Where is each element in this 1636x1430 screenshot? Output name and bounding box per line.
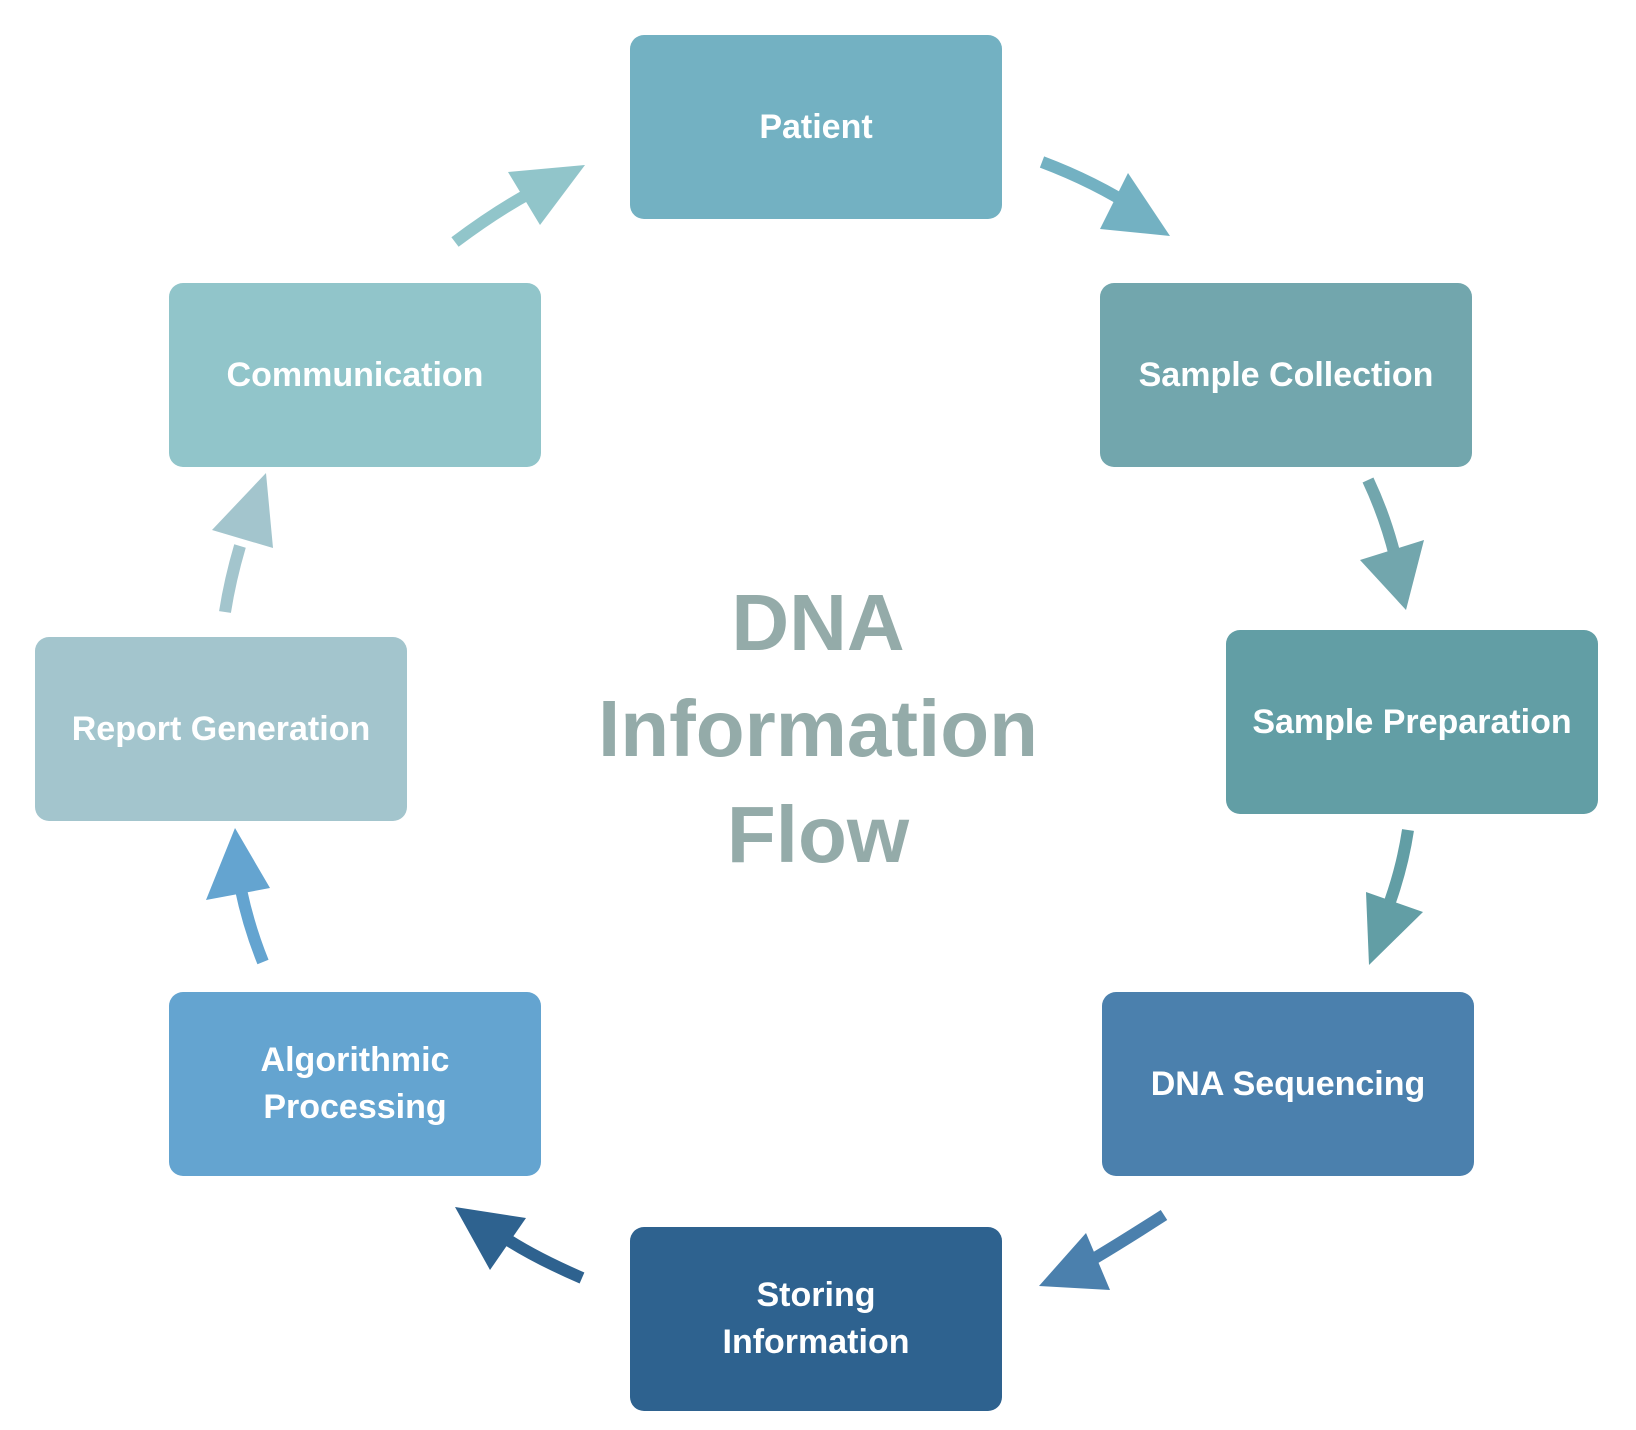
node-communication: Communication — [169, 283, 541, 467]
arrow-shaft — [1381, 829, 1414, 913]
node-label: DNA Sequencing — [1150, 1064, 1426, 1103]
arrow-head — [1360, 540, 1424, 610]
arrow-sample-collection-to-sample-preparation — [1360, 477, 1424, 610]
arrow-storing-information-to-algorithmic-processing — [455, 1207, 585, 1284]
title-line: Information — [598, 684, 1038, 773]
title-line: DNA — [731, 578, 905, 667]
arrow-head — [212, 473, 273, 548]
arrow-head — [508, 165, 585, 225]
node-patient: Patient — [630, 35, 1002, 219]
node-label: Communication — [226, 355, 484, 394]
title-line: Flow — [726, 790, 910, 879]
arrow-head — [1100, 173, 1170, 236]
arrow-shaft — [1091, 1209, 1168, 1264]
diagram-title: DNA Information Flow — [568, 570, 1068, 888]
arrow-head — [1039, 1233, 1110, 1290]
arrow-algorithmic-processing-to-report-generation — [206, 828, 270, 965]
arrow-head — [455, 1207, 526, 1270]
arrow-report-generation-to-communication — [212, 473, 273, 613]
arrow-communication-to-patient — [451, 165, 585, 247]
arrow-head — [1366, 892, 1423, 965]
arrow-shaft — [504, 1234, 585, 1284]
node-sample-collection: Sample Collection — [1100, 283, 1472, 467]
arrow-sample-preparation-to-dna-sequencing — [1366, 829, 1423, 965]
node-label: Report Generation — [71, 709, 371, 748]
node-sample-preparation: Sample Preparation — [1226, 630, 1598, 814]
node-storing-information: Storing Information — [630, 1227, 1002, 1411]
arrow-shaft — [234, 883, 269, 965]
arrow-head — [206, 828, 270, 900]
node-label: Sample Preparation — [1252, 702, 1572, 741]
arrow-shaft — [1362, 477, 1401, 558]
node-label: Storing Information — [722, 1276, 910, 1361]
arrow-dna-sequencing-to-storing-information — [1039, 1209, 1168, 1290]
node-label: Patient — [759, 107, 873, 146]
node-report-generation: Report Generation — [35, 637, 407, 821]
arrow-shaft — [451, 187, 533, 247]
node-algorithmic-processing: Algorithmic Processing — [169, 992, 541, 1176]
arrow-patient-to-sample-collection — [1039, 156, 1170, 236]
node-label: Sample Collection — [1138, 355, 1434, 394]
arrow-shaft — [219, 544, 246, 613]
node-dna-sequencing: DNA Sequencing — [1102, 992, 1474, 1176]
node-label: Algorithmic Processing — [260, 1041, 450, 1126]
